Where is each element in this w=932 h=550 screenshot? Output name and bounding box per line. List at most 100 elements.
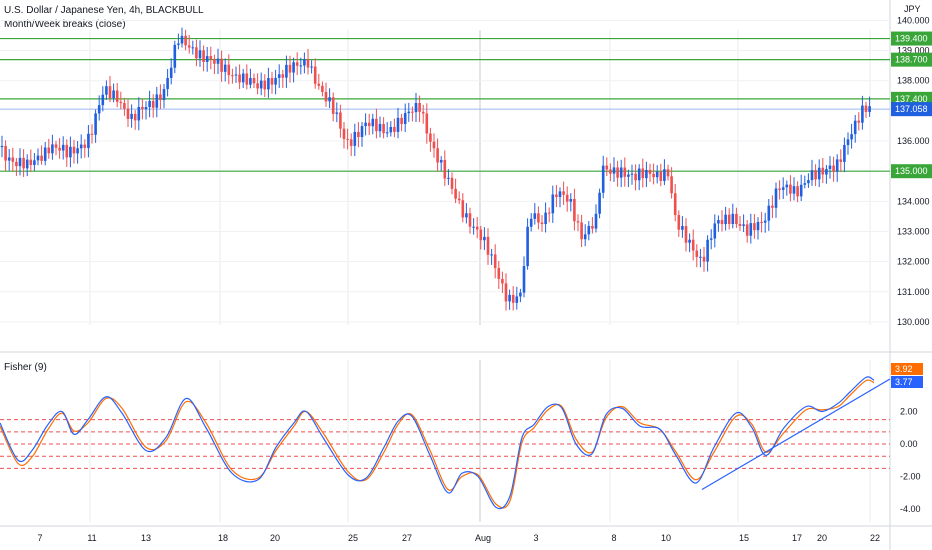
candle-body [814, 170, 817, 180]
x-tick-label: 3 [533, 533, 538, 543]
candle-body [670, 176, 673, 194]
candle-body [69, 146, 72, 158]
candle-body [112, 90, 115, 99]
candle-body [72, 146, 76, 154]
candle-body [609, 169, 612, 174]
symbol-title: U.S. Dollar / Japanese Yen, 4h, BLACKBUL… [4, 5, 204, 16]
y-tick-label: 139.000 [897, 46, 930, 56]
candle-body [558, 191, 562, 198]
candle-body [90, 133, 94, 135]
candle-body [342, 128, 346, 139]
fisher-y-tick-label: -4.00 [900, 504, 921, 514]
candle-body [825, 169, 828, 175]
candle-body [727, 214, 731, 224]
candle-body [205, 56, 209, 62]
candle-body [191, 47, 195, 49]
candle-body [385, 132, 389, 134]
fisher-y-tick-label: -2.00 [900, 472, 921, 482]
candle-body [119, 101, 123, 104]
candle-body [447, 177, 450, 179]
candle-body [162, 89, 166, 101]
candle-body [148, 100, 151, 108]
candle-body [501, 278, 504, 284]
candle-body [317, 83, 321, 86]
candle-body [565, 194, 569, 202]
candle-body [598, 192, 601, 214]
candle-body [133, 113, 137, 121]
candle-body [159, 94, 162, 101]
candle-body [443, 159, 447, 179]
candle-body [382, 124, 385, 134]
candle-body [691, 239, 695, 251]
fisher-trend-line [701, 378, 891, 491]
candle-body [144, 107, 148, 110]
candle-body [745, 224, 749, 236]
y-tick-label: 138.000 [897, 76, 930, 86]
candle-body [677, 214, 681, 230]
candle-body [810, 170, 814, 181]
candle-body [591, 226, 594, 229]
candle-body [857, 120, 861, 123]
candle-body [763, 220, 767, 223]
candle-body [367, 122, 371, 127]
candle-body [753, 223, 756, 231]
candle-body [357, 131, 360, 138]
candle-body [87, 133, 90, 148]
y-tick-label: 140.000 [897, 15, 930, 25]
candle-body [177, 43, 180, 45]
candle-body [515, 296, 519, 303]
candle-body [256, 83, 259, 89]
candle-body [742, 224, 745, 226]
candle-body [792, 186, 796, 194]
candle-body [547, 212, 551, 214]
candle-body [288, 64, 292, 73]
level-badge-label: 135.000 [895, 166, 928, 176]
candle-body [51, 144, 54, 154]
candle-body [713, 223, 717, 239]
candle-body [709, 238, 713, 240]
candle-body [396, 117, 400, 132]
x-tick-label: 7 [37, 533, 42, 543]
candle-body [195, 47, 198, 59]
current-price-label: 137.058 [895, 104, 928, 114]
y-tick-label: 131.000 [897, 287, 930, 297]
candle-body [684, 226, 688, 243]
candle-body [83, 144, 87, 148]
candle-body [335, 112, 339, 114]
fisher-y-tick-label: 0.00 [900, 439, 918, 449]
candle-body [360, 126, 364, 138]
candle-body [735, 213, 738, 224]
candle-body [479, 229, 483, 241]
candle-body [349, 139, 353, 146]
x-tick-label: 17 [792, 533, 802, 543]
candle-body [97, 105, 101, 114]
candle-body [655, 171, 659, 178]
candle-body [79, 144, 83, 149]
candle-body [771, 205, 774, 208]
candle-body [47, 147, 51, 154]
candle-body [61, 144, 65, 151]
candle-body [673, 193, 677, 215]
trigger-line [0, 379, 875, 509]
candle-body [407, 111, 411, 114]
fisher-value-badge [891, 363, 923, 375]
candle-body [544, 212, 547, 225]
candle-body [839, 159, 843, 162]
candle-body [627, 174, 630, 177]
candle-body [378, 124, 382, 132]
candle-body [339, 112, 342, 129]
candle-body [270, 78, 274, 85]
candle-body [864, 105, 868, 112]
candle-body [155, 94, 159, 108]
candle-body [234, 74, 238, 76]
candle-body [313, 66, 317, 84]
candle-body [439, 159, 443, 163]
candle-body [403, 113, 407, 124]
fisher-title: Fisher (9) [4, 362, 47, 373]
candle-body [184, 35, 187, 46]
candle-body [101, 94, 105, 106]
x-tick-label: 13 [141, 533, 151, 543]
candle-body [486, 236, 490, 255]
candle-body [569, 198, 573, 202]
